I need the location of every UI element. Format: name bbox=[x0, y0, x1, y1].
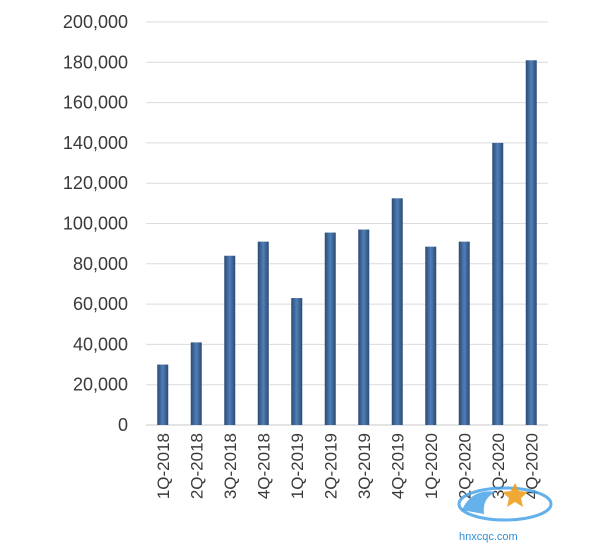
x-category-label: 1Q-2020 bbox=[422, 433, 441, 499]
x-category-label: 3Q-2020 bbox=[489, 433, 508, 499]
y-tick-label: 80,000 bbox=[73, 254, 128, 274]
y-tick-label: 120,000 bbox=[63, 173, 128, 193]
bar-4q-2018 bbox=[257, 241, 269, 425]
x-category-label: 1Q-2019 bbox=[288, 433, 307, 499]
y-tick-label: 40,000 bbox=[73, 334, 128, 354]
y-tick-label: 180,000 bbox=[63, 52, 128, 72]
x-axis-category-labels: 1Q-2018 2Q-2018 3Q-2018 4Q-2018 1Q-2019 2Q-20… bbox=[154, 433, 542, 499]
x-category-label: 4Q-2020 bbox=[522, 433, 541, 499]
bar-3q-2019 bbox=[358, 229, 370, 425]
bar-2q-2019 bbox=[324, 232, 336, 425]
y-tick-label: 60,000 bbox=[73, 294, 128, 314]
bar-2q-2018 bbox=[190, 342, 202, 425]
x-category-label: 2Q-2019 bbox=[321, 433, 340, 499]
y-tick-label: 160,000 bbox=[63, 93, 128, 113]
bar-1q-2019 bbox=[291, 298, 303, 425]
x-category-label: 2Q-2018 bbox=[187, 433, 206, 499]
y-tick-label: 200,000 bbox=[63, 12, 128, 32]
gridlines bbox=[146, 21, 548, 426]
bar-1q-2018 bbox=[157, 364, 169, 425]
y-tick-label: 140,000 bbox=[63, 133, 128, 153]
x-category-label: 2Q-2020 bbox=[455, 433, 474, 499]
bar-3q-2018 bbox=[224, 255, 236, 425]
bar-1q-2020 bbox=[425, 246, 437, 425]
bar-3q-2020 bbox=[492, 142, 504, 425]
x-category-label: 3Q-2018 bbox=[221, 433, 240, 499]
bar-4q-2019 bbox=[391, 198, 403, 425]
watermark-text: hnxcqc.com bbox=[459, 531, 518, 543]
x-category-label: 4Q-2018 bbox=[254, 433, 273, 499]
x-category-label: 3Q-2019 bbox=[355, 433, 374, 499]
x-category-label: 1Q-2018 bbox=[154, 433, 173, 499]
bar-2q-2020 bbox=[458, 241, 470, 425]
y-tick-label: 20,000 bbox=[73, 375, 128, 395]
x-category-label: 4Q-2019 bbox=[388, 433, 407, 499]
y-tick-label: 100,000 bbox=[63, 214, 128, 234]
bars bbox=[157, 60, 537, 425]
y-tick-label: 0 bbox=[118, 415, 128, 435]
y-axis-tick-labels: 0 20,000 40,000 60,000 80,000 100,000 120,000 1… bbox=[63, 12, 128, 435]
bar-4q-2020 bbox=[525, 60, 537, 425]
watermark: hnxcqc.com bbox=[457, 483, 553, 543]
watermark-logo-icon bbox=[457, 483, 553, 522]
